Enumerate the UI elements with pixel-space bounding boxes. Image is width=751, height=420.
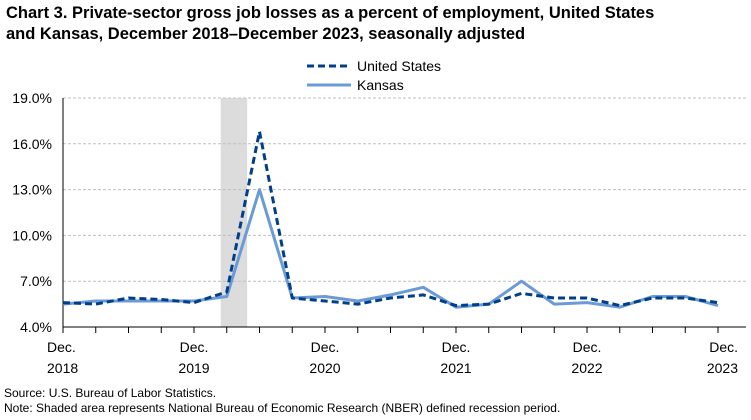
- y-tick-label: 4.0%: [20, 319, 52, 335]
- legend-swatch-us: [307, 64, 351, 67]
- legend-label-kansas: Kansas: [357, 76, 404, 93]
- x-tick-label: 2021: [440, 360, 471, 376]
- y-tick-label: 10.0%: [12, 227, 52, 243]
- x-tick-label: 2020: [309, 360, 340, 376]
- y-tick-label: 16.0%: [12, 136, 52, 152]
- legend-item-us: United States: [305, 56, 441, 75]
- x-tick-label: Dec.: [442, 339, 471, 355]
- x-tick-label: Dec.: [311, 339, 340, 355]
- legend-label-us: United States: [357, 57, 442, 74]
- x-tick-label: 2023: [707, 360, 738, 376]
- y-tick-label: 13.0%: [12, 182, 52, 198]
- chart-footer: Source: U.S. Bureau of Labor Statistics.…: [4, 386, 560, 416]
- x-tick-label: Dec.: [709, 339, 738, 355]
- recession-note: Note: Shaded area represents National Bu…: [4, 401, 561, 415]
- source-note: Source: U.S. Bureau of Labor Statistics.: [4, 386, 217, 400]
- x-tick-label: Dec.: [47, 339, 76, 355]
- legend-item-kansas: Kansas: [305, 75, 441, 94]
- chart-title: Chart 3. Private-sector gross job losses…: [6, 3, 746, 45]
- x-tick-label: Dec.: [180, 339, 209, 355]
- y-tick-label: 19.0%: [12, 90, 52, 106]
- series-line-united-states: [62, 130, 719, 308]
- x-tick-label: 2018: [47, 360, 78, 376]
- series-line-kansas: [62, 188, 719, 309]
- x-tick-label: 2019: [178, 360, 209, 376]
- chart-title-line-1: Chart 3. Private-sector gross job losses…: [6, 4, 655, 22]
- chart-legend: United States Kansas: [305, 56, 441, 94]
- x-tick-label: Dec.: [573, 339, 602, 355]
- y-tick-label: 7.0%: [20, 273, 52, 289]
- x-tick-label: 2022: [571, 360, 602, 376]
- legend-swatch-kansas: [307, 83, 351, 86]
- chart-title-line-2: and Kansas, December 2018–December 2023,…: [6, 25, 526, 43]
